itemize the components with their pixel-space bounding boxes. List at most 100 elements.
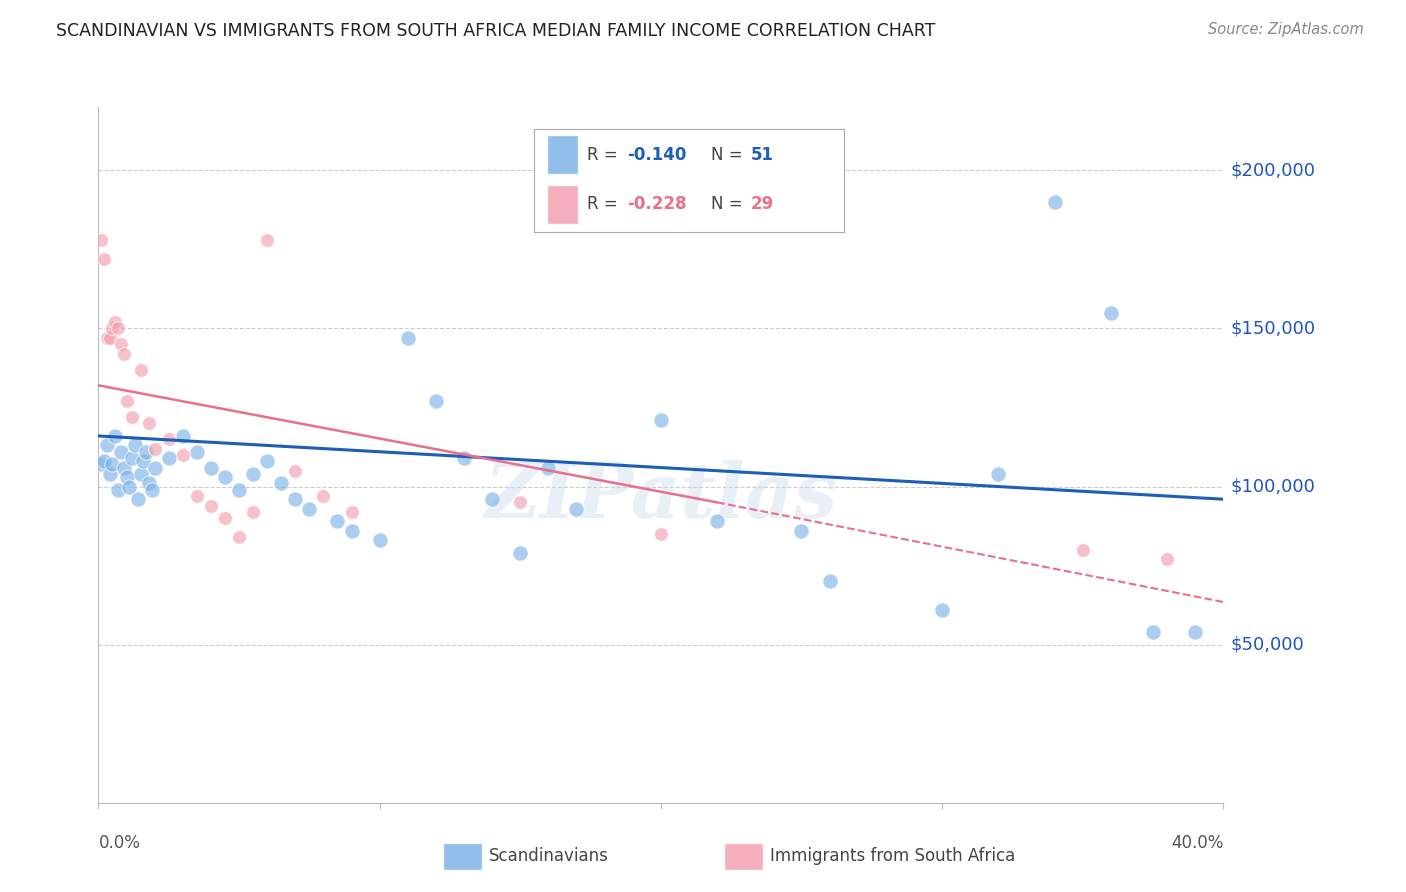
Text: SCANDINAVIAN VS IMMIGRANTS FROM SOUTH AFRICA MEDIAN FAMILY INCOME CORRELATION CH: SCANDINAVIAN VS IMMIGRANTS FROM SOUTH AF… <box>56 22 935 40</box>
Point <box>312 489 335 503</box>
Point <box>127 492 149 507</box>
Point <box>98 331 121 345</box>
Point <box>110 337 132 351</box>
Point <box>129 362 152 376</box>
Point <box>186 444 208 458</box>
Point <box>138 476 160 491</box>
Text: R =: R = <box>586 146 623 164</box>
Point <box>425 394 447 409</box>
Point <box>157 451 180 466</box>
Point <box>115 394 138 409</box>
Point <box>157 432 180 446</box>
Text: $150,000: $150,000 <box>1230 319 1316 337</box>
Point <box>96 331 118 345</box>
Text: N =: N = <box>710 146 748 164</box>
Text: 29: 29 <box>751 195 775 213</box>
Point <box>115 470 138 484</box>
Point <box>1184 625 1206 640</box>
Point <box>143 460 166 475</box>
Point <box>112 347 135 361</box>
Point <box>93 252 115 266</box>
Text: 0.0%: 0.0% <box>98 834 141 852</box>
Point <box>107 483 129 497</box>
Point <box>121 409 143 424</box>
Point <box>284 492 307 507</box>
Point <box>453 451 475 466</box>
Point <box>172 429 194 443</box>
Point <box>706 514 728 528</box>
Point <box>1043 194 1066 209</box>
Point <box>298 501 321 516</box>
Point <box>1099 305 1122 319</box>
Point <box>200 499 222 513</box>
Point <box>1071 542 1094 557</box>
Point <box>214 511 236 525</box>
Point <box>509 495 531 509</box>
Point <box>135 444 157 458</box>
Text: 51: 51 <box>751 146 773 164</box>
Point <box>818 574 841 589</box>
Point <box>96 438 118 452</box>
Point <box>138 417 160 431</box>
Point <box>326 514 349 528</box>
Point <box>93 454 115 468</box>
Point <box>101 458 124 472</box>
Point <box>90 233 112 247</box>
Text: Immigrants from South Africa: Immigrants from South Africa <box>770 847 1015 865</box>
Point <box>228 530 250 544</box>
Point <box>112 460 135 475</box>
Point <box>200 460 222 475</box>
Point <box>186 489 208 503</box>
Point <box>368 533 391 548</box>
Point <box>987 467 1010 481</box>
Point <box>129 467 152 481</box>
Point <box>214 470 236 484</box>
Point <box>107 321 129 335</box>
Text: R =: R = <box>586 195 623 213</box>
Point <box>104 315 127 329</box>
Text: $200,000: $200,000 <box>1230 161 1315 179</box>
Point <box>172 448 194 462</box>
Point <box>90 458 112 472</box>
Point <box>650 413 672 427</box>
Point <box>141 483 163 497</box>
Point <box>931 603 953 617</box>
Text: $50,000: $50,000 <box>1230 636 1303 654</box>
Text: 40.0%: 40.0% <box>1171 834 1223 852</box>
Point <box>110 444 132 458</box>
Point <box>256 454 278 468</box>
Point <box>284 464 307 478</box>
Point <box>256 233 278 247</box>
Text: Source: ZipAtlas.com: Source: ZipAtlas.com <box>1208 22 1364 37</box>
Point <box>228 483 250 497</box>
Text: -0.228: -0.228 <box>627 195 686 213</box>
Point <box>101 321 124 335</box>
Text: N =: N = <box>710 195 748 213</box>
Point <box>1142 625 1164 640</box>
Point <box>481 492 503 507</box>
Point <box>121 451 143 466</box>
Point <box>340 505 363 519</box>
Point <box>509 546 531 560</box>
Point <box>270 476 292 491</box>
Point <box>118 479 141 493</box>
Point <box>104 429 127 443</box>
Point <box>537 460 560 475</box>
Point <box>242 467 264 481</box>
Point <box>98 467 121 481</box>
Point <box>132 454 155 468</box>
Text: $100,000: $100,000 <box>1230 477 1315 496</box>
Point <box>650 527 672 541</box>
Point <box>124 438 146 452</box>
Text: -0.140: -0.140 <box>627 146 686 164</box>
Bar <box>547 136 578 175</box>
Text: Scandinavians: Scandinavians <box>489 847 609 865</box>
Point <box>143 442 166 456</box>
Text: ZIPatlas: ZIPatlas <box>484 459 838 533</box>
Point <box>242 505 264 519</box>
Point <box>1156 552 1178 566</box>
Point <box>565 501 588 516</box>
Point <box>396 331 419 345</box>
Point <box>790 524 813 538</box>
Point <box>340 524 363 538</box>
